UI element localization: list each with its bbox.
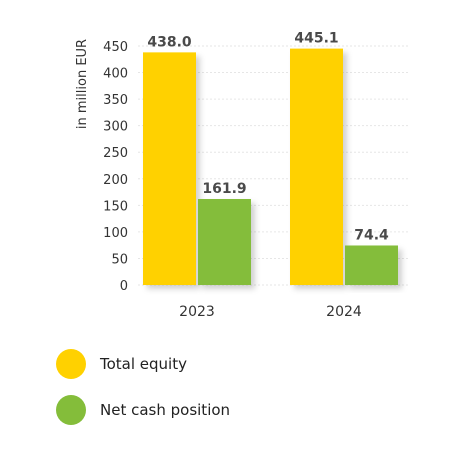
bar-net-cash-position-2023: [198, 199, 251, 285]
y-axis-label: in million EUR: [75, 39, 90, 129]
legend-swatch-net-cash-position: [56, 395, 86, 425]
data-label-total-equity-2023: 438.0: [147, 34, 192, 50]
y-tick-label-0: 0: [120, 279, 128, 294]
y-tick-label-300: 300: [103, 120, 128, 135]
legend-label-net-cash-position: Net cash position: [100, 401, 231, 419]
y-tick-label-200: 200: [103, 173, 128, 188]
y-tick-label-400: 400: [103, 67, 128, 82]
x-axis-ticks: 2023 2024: [179, 304, 362, 320]
y-tick-label-450: 450: [103, 40, 128, 55]
chart-container: 0 50 100 150 200 250 300 350 400 450 in million E…: [75, 31, 410, 320]
legend-label-total-equity: Total equity: [100, 355, 187, 373]
bar-net-cash-position-2024: [345, 245, 398, 285]
data-label-net-cash-position-2024: 74.4: [354, 227, 389, 243]
legend-swatch-total-equity: [56, 349, 86, 379]
bars: [143, 48, 398, 285]
legend: Total equity Net cash position: [56, 348, 230, 440]
data-label-net-cash-position-2023: 161.9: [202, 181, 246, 197]
y-tick-label-350: 350: [103, 93, 128, 108]
data-labels: 438.0 161.9 445.1 74.4: [147, 31, 389, 244]
legend-item-total-equity: Total equity: [56, 348, 230, 380]
bar-total-equity-2024: [290, 48, 343, 285]
bar-total-equity-2023: [143, 52, 196, 285]
y-tick-label-50: 50: [111, 252, 128, 267]
bar-chart: 0 50 100 150 200 250 300 350 400 450 in million E…: [75, 31, 410, 320]
y-tick-label-250: 250: [103, 146, 128, 161]
x-tick-label-2024: 2024: [326, 304, 362, 320]
x-tick-label-2023: 2023: [179, 304, 215, 320]
legend-item-net-cash-position: Net cash position: [56, 394, 230, 426]
y-tick-label-100: 100: [103, 226, 128, 241]
y-tick-label-150: 150: [103, 199, 128, 214]
data-label-total-equity-2024: 445.1: [294, 31, 338, 47]
y-axis-ticks: 0 50 100 150 200 250 300 350 400 450: [103, 40, 128, 294]
